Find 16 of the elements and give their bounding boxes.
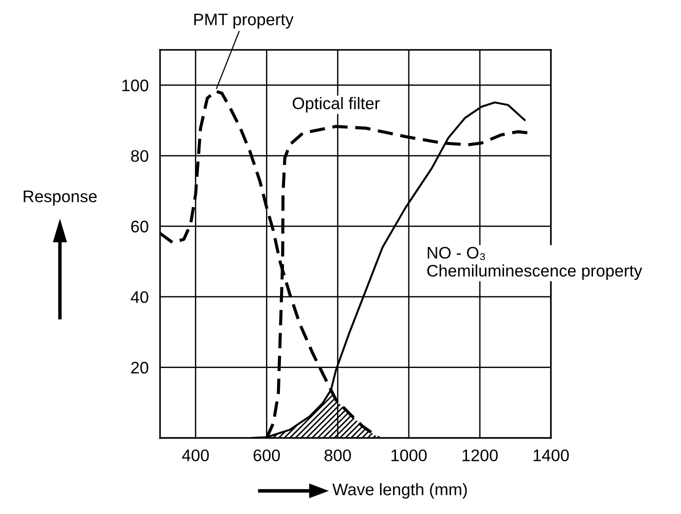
y-tick-label: 60: [131, 220, 148, 232]
x-tick-label: 400: [182, 449, 209, 462]
y-tick-label: 40: [130, 291, 148, 304]
x-tick-label: 600: [254, 449, 280, 462]
text: PMT property: [194, 14, 294, 29]
series-label: Optical filter: [292, 96, 380, 113]
x-tick-label: 1000: [392, 449, 427, 462]
y-tick-label: 100: [122, 80, 148, 92]
x-axis-title: Wave length (mm): [332, 483, 467, 499]
text: NO - O₃ Chemiluminescence property: [427, 246, 642, 280]
y-axis-title: Response: [24, 190, 97, 206]
x-tick-label: 1400: [534, 449, 569, 462]
x-tick-label: 1200: [462, 449, 498, 462]
y-tick-label: 20: [131, 362, 148, 374]
y-tick-label: 80: [131, 150, 148, 162]
x-tick-label: 800: [324, 449, 351, 462]
